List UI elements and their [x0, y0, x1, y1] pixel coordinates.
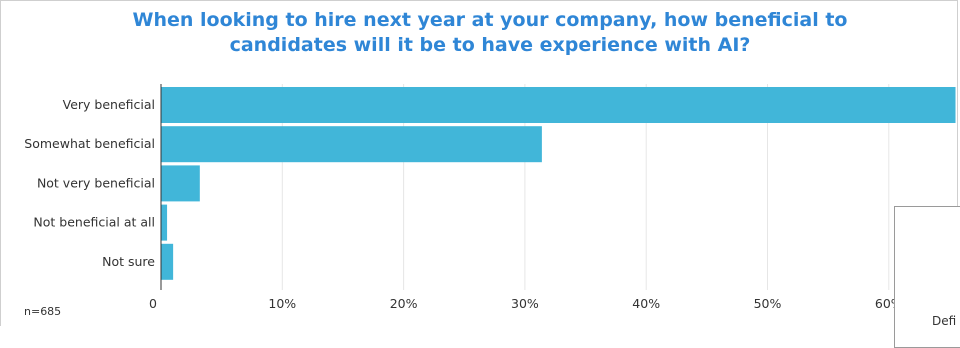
category-label: Not beneficial at all: [33, 215, 155, 230]
bar-not-beneficial-at-all: [161, 204, 168, 241]
x-tick-label: 50%: [754, 296, 782, 311]
bar-chart: Very beneficial Somewhat beneficial Not ve…: [24, 84, 956, 311]
category-label: Not sure: [102, 254, 155, 269]
bar-not-sure: [161, 243, 174, 280]
chart-title-line-2: candidates will it be to have experience…: [229, 34, 751, 56]
x-tick-label: 10%: [268, 296, 296, 311]
category-label: Very beneficial: [63, 97, 155, 112]
bar-not-very-beneficial: [161, 165, 200, 202]
legend-label: Defi: [932, 314, 957, 328]
chart-title-line-1: When looking to hire next year at your c…: [132, 9, 848, 31]
x-tick-label: 30%: [511, 296, 539, 311]
sample-size-note: n=685: [24, 305, 62, 318]
x-tick-label: 40%: [632, 296, 660, 311]
chart-frame: [0, 0, 958, 326]
category-label: Somewhat beneficial: [24, 136, 155, 151]
category-label: Not very beneficial: [37, 175, 155, 190]
legend-box: [894, 206, 960, 348]
x-tick-label: 20%: [390, 296, 418, 311]
bar-very-beneficial: [161, 87, 956, 123]
bar-somewhat-beneficial: [161, 126, 542, 163]
chart-title: When looking to hire next year at your c…: [0, 8, 960, 58]
x-tick-label: 0: [149, 296, 157, 311]
